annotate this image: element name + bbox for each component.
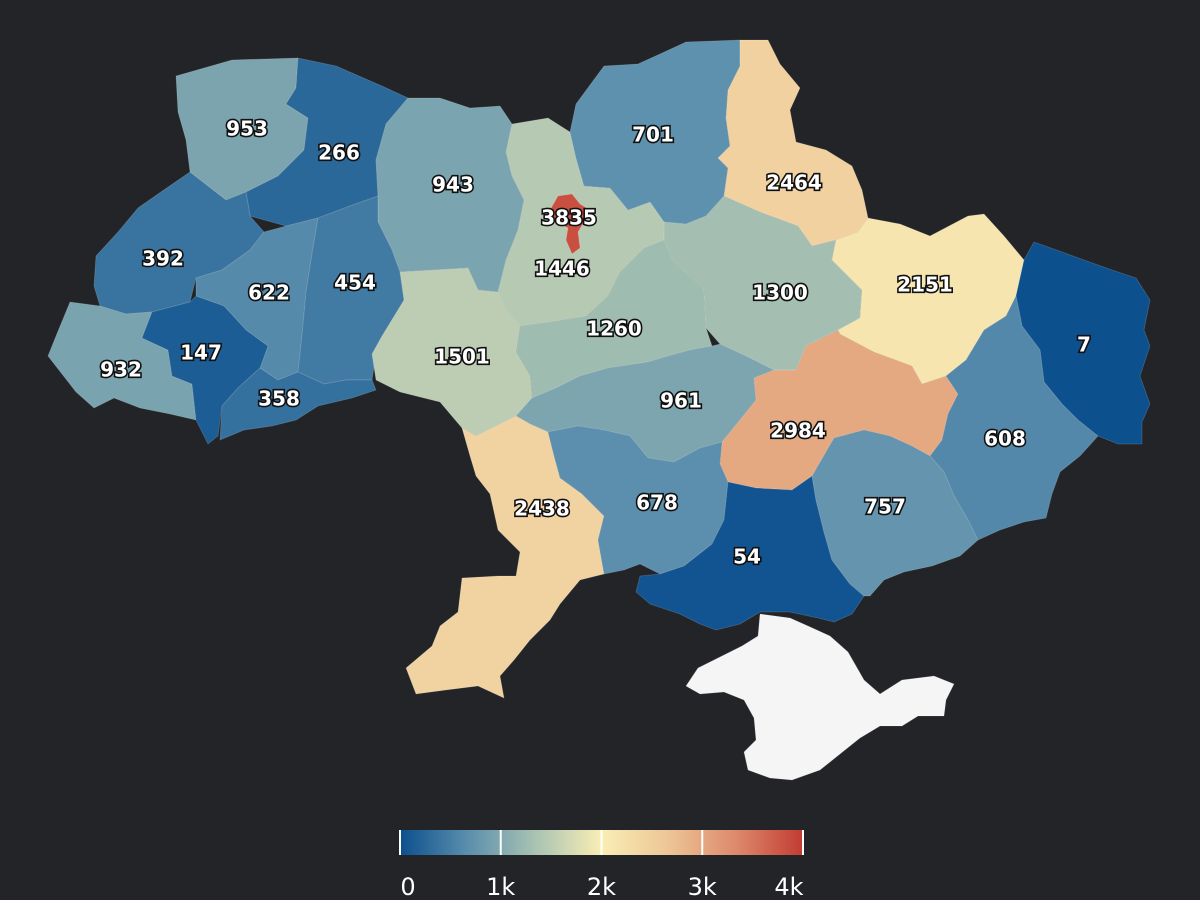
- region-crimea[interactable]: [685, 613, 955, 781]
- value-label-volyn: 953: [226, 117, 268, 141]
- value-label-dnipropetrovsk: 2984: [770, 419, 826, 443]
- region-kyiv-city[interactable]: [549, 193, 591, 255]
- value-label-rivne: 266: [318, 141, 360, 165]
- region-value-labels: 953 266 943 1446 3835 701 2464 392 622 4…: [99, 115, 1093, 570]
- value-label-luhansk: 7: [1077, 333, 1091, 357]
- value-label-ternopil: 622: [248, 281, 290, 305]
- value-label-chernihiv: 701: [632, 123, 674, 147]
- value-label-kirovohrad: 961: [660, 389, 702, 413]
- value-label-donetsk: 608: [984, 427, 1026, 451]
- scale-tick-label: 0: [400, 873, 415, 900]
- value-label-sumy: 2464: [766, 171, 822, 195]
- value-label-chernivtsi: 358: [258, 387, 300, 411]
- value-label-ivano-frankivsk: 147: [180, 341, 222, 365]
- value-label-poltava: 1300: [752, 281, 808, 305]
- value-label-khmelnytskyi: 454: [334, 271, 376, 295]
- value-label-zaporizhzhia: 757: [864, 495, 906, 519]
- value-label-lviv: 392: [142, 247, 184, 271]
- value-label-kyiv-oblast: 1446: [534, 257, 590, 281]
- region-kherson[interactable]: [635, 475, 865, 631]
- region-zakarpattia[interactable]: [47, 301, 197, 421]
- value-label-odesa: 2438: [514, 497, 570, 521]
- value-label-kherson: 54: [733, 545, 761, 569]
- region-zaporizhzhia[interactable]: [811, 429, 979, 597]
- map-regions: [47, 39, 1151, 781]
- value-label-kharkiv: 2151: [897, 273, 953, 297]
- scale-tick-label: 3k: [688, 873, 717, 900]
- scale-tick-label: 1k: [486, 873, 515, 900]
- value-label-zhytomyr: 943: [432, 173, 474, 197]
- value-label-kyiv-city: 3835: [541, 206, 597, 230]
- color-scale-ticks: 0 1k 2k 3k 4k: [399, 830, 804, 900]
- region-chernivtsi[interactable]: [219, 367, 377, 441]
- value-label-zakarpattia: 932: [100, 358, 142, 382]
- scale-tick-label: 2k: [587, 873, 616, 900]
- color-scale-legend: 0 1k 2k 3k 4k: [399, 830, 804, 900]
- scale-tick-label: 4k: [774, 873, 803, 900]
- value-label-cherkasy: 1260: [586, 317, 642, 341]
- value-label-vinnytsia: 1501: [434, 345, 490, 369]
- value-label-mykolaiv: 678: [636, 491, 678, 515]
